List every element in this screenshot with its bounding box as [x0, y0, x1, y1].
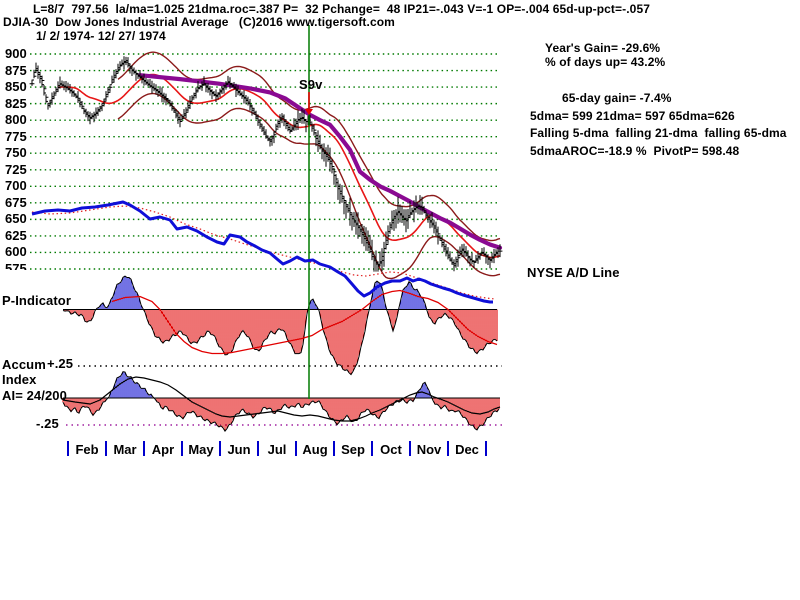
price-tick-750: 750	[5, 145, 27, 160]
month-label-dec: Dec	[455, 442, 479, 457]
ai-ratio-label: AI= 24/200	[2, 388, 67, 403]
price-tick-900: 900	[5, 46, 27, 61]
header-indicator-readout: L=8/7 797.56 la/ma=1.025 21dma.roc=.387 …	[33, 2, 650, 16]
price-tick-625: 625	[5, 228, 27, 243]
p-indicator-label: P-Indicator	[2, 293, 71, 308]
price-tick-575-clipped: 575	[5, 262, 31, 270]
month-label-may: May	[188, 442, 214, 457]
symbol-title: DJIA-30 Dow Jones Industrial Average (C)…	[3, 15, 395, 29]
month-label-nov: Nov	[416, 442, 442, 457]
month-label-feb: Feb	[75, 442, 99, 457]
price-tick-700: 700	[5, 178, 27, 193]
price-tick-675: 675	[5, 195, 27, 210]
minus25-label: -.25	[36, 416, 59, 431]
index-label: Index	[2, 372, 37, 387]
month-label-jun: Jun	[227, 442, 251, 457]
price-tick-725: 725	[5, 162, 27, 177]
stat-65day-gain: 65-day gain= -7.4%	[562, 91, 672, 105]
price-tick-775: 775	[5, 129, 27, 144]
accum-label: Accum	[2, 357, 46, 372]
stat-aroc-pivot: 5dmaAROC=-18.9 % PivotP= 598.48	[530, 144, 740, 158]
stat-years-gain: Year's Gain= -29.6%	[545, 41, 661, 55]
month-label-oct: Oct	[380, 442, 402, 457]
price-tick-800: 800	[5, 112, 27, 127]
price-tick-575: 575	[5, 262, 27, 270]
month-label-sep: Sep	[341, 442, 365, 457]
price-tick-850: 850	[5, 79, 27, 94]
sell-signal-annotation[interactable]: S9v	[299, 77, 323, 92]
plus25-label: +.25	[47, 356, 74, 371]
stat-days-up: % of days up= 43.2%	[545, 55, 666, 69]
price-tick-825: 825	[5, 96, 27, 111]
price-tick-650: 650	[5, 211, 27, 226]
date-range: 1/ 2/ 1974- 12/ 27/ 1974	[36, 29, 166, 43]
month-label-mar: Mar	[113, 442, 137, 457]
month-label-aug: Aug	[302, 442, 328, 457]
month-label-jul: Jul	[267, 442, 287, 457]
price-tick-875: 875	[5, 63, 27, 78]
month-label-apr: Apr	[151, 442, 175, 457]
stat-falling-dmas: Falling 5-dma falling 21-dma falling 65-…	[530, 126, 787, 140]
price-tick-600: 600	[5, 244, 27, 259]
nyse-ad-line-label: NYSE A/D Line	[527, 265, 620, 280]
stat-dmas: 5dma= 599 21dma= 597 65dma=626	[530, 109, 735, 123]
